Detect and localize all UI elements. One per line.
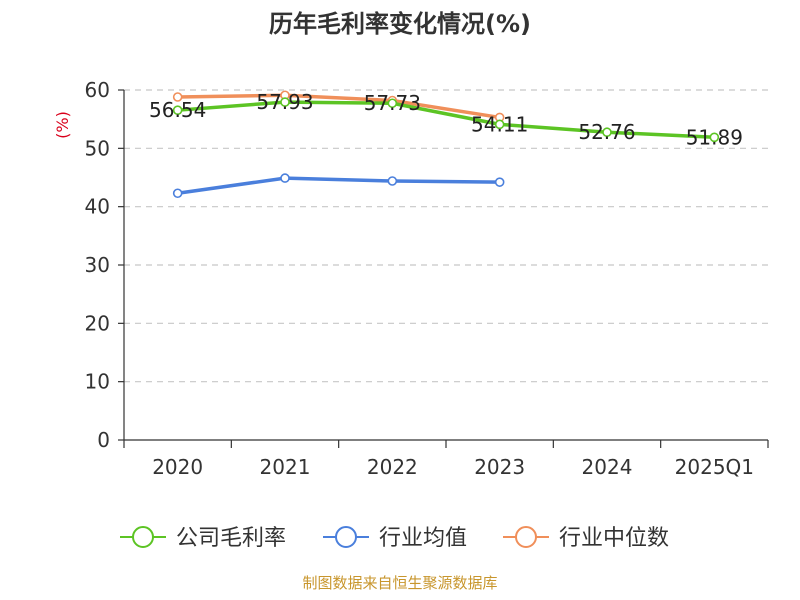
x-tick-label: 2022 — [367, 455, 418, 479]
data-label: 54.11 — [471, 112, 528, 136]
x-tick-label: 2020 — [152, 455, 203, 479]
series-lines — [172, 90, 720, 199]
source-note: 制图数据来自恒生聚源数据库 — [302, 574, 497, 592]
data-point — [387, 176, 398, 186]
y-tick-label: 30 — [85, 253, 110, 277]
data-point — [280, 173, 290, 183]
data-point — [387, 98, 398, 109]
data-point — [494, 177, 505, 187]
data-label: 57.73 — [364, 91, 421, 115]
data-point — [709, 132, 720, 143]
chart-title: 历年毛利率变化情况(%) — [269, 10, 531, 38]
legend-marker — [132, 526, 154, 548]
data-label: 57.93 — [256, 90, 313, 114]
legend-marker — [335, 526, 357, 548]
data-labels: 56.54 57.93 57.73 54.11 52.76 51.89 — [149, 90, 743, 149]
data-point — [172, 188, 183, 199]
x-tick-label: 2024 — [582, 455, 633, 479]
data-point — [172, 92, 183, 102]
data-point — [172, 105, 183, 115]
data-point — [280, 97, 290, 107]
legend-label: 公司毛利率 — [176, 526, 286, 551]
y-tick-label: 60 — [85, 78, 110, 102]
y-tick-label: 10 — [85, 370, 110, 394]
y-tick-label: 50 — [85, 136, 110, 160]
x-tick-label: 2023 — [474, 455, 525, 479]
y-tick-label: 0 — [97, 428, 110, 452]
legend: 公司毛利率 行业均值 行业中位数 — [120, 526, 669, 551]
legend-label: 行业均值 — [379, 526, 467, 551]
data-point — [494, 119, 505, 130]
series-line — [175, 93, 502, 120]
axes: 0 10 20 30 40 50 60 2020 2021 2022 2023 2024 2025Q1 — [85, 78, 769, 479]
series-line — [175, 176, 502, 195]
x-tick-label: 2021 — [260, 455, 311, 479]
y-tick-label: 40 — [85, 195, 110, 219]
data-label: 52.76 — [578, 120, 635, 144]
data-label: 51.89 — [686, 125, 743, 149]
legend-marker — [515, 526, 537, 548]
data-point — [602, 127, 612, 138]
grid-lines — [124, 89, 768, 383]
y-tick-label: 20 — [85, 311, 110, 335]
y-axis-unit-label: (%) — [53, 111, 72, 139]
legend-label: 行业中位数 — [559, 526, 669, 551]
data-label: 56.54 — [149, 98, 206, 122]
x-tick-label: 2025Q1 — [675, 455, 754, 479]
series-line — [175, 100, 717, 140]
